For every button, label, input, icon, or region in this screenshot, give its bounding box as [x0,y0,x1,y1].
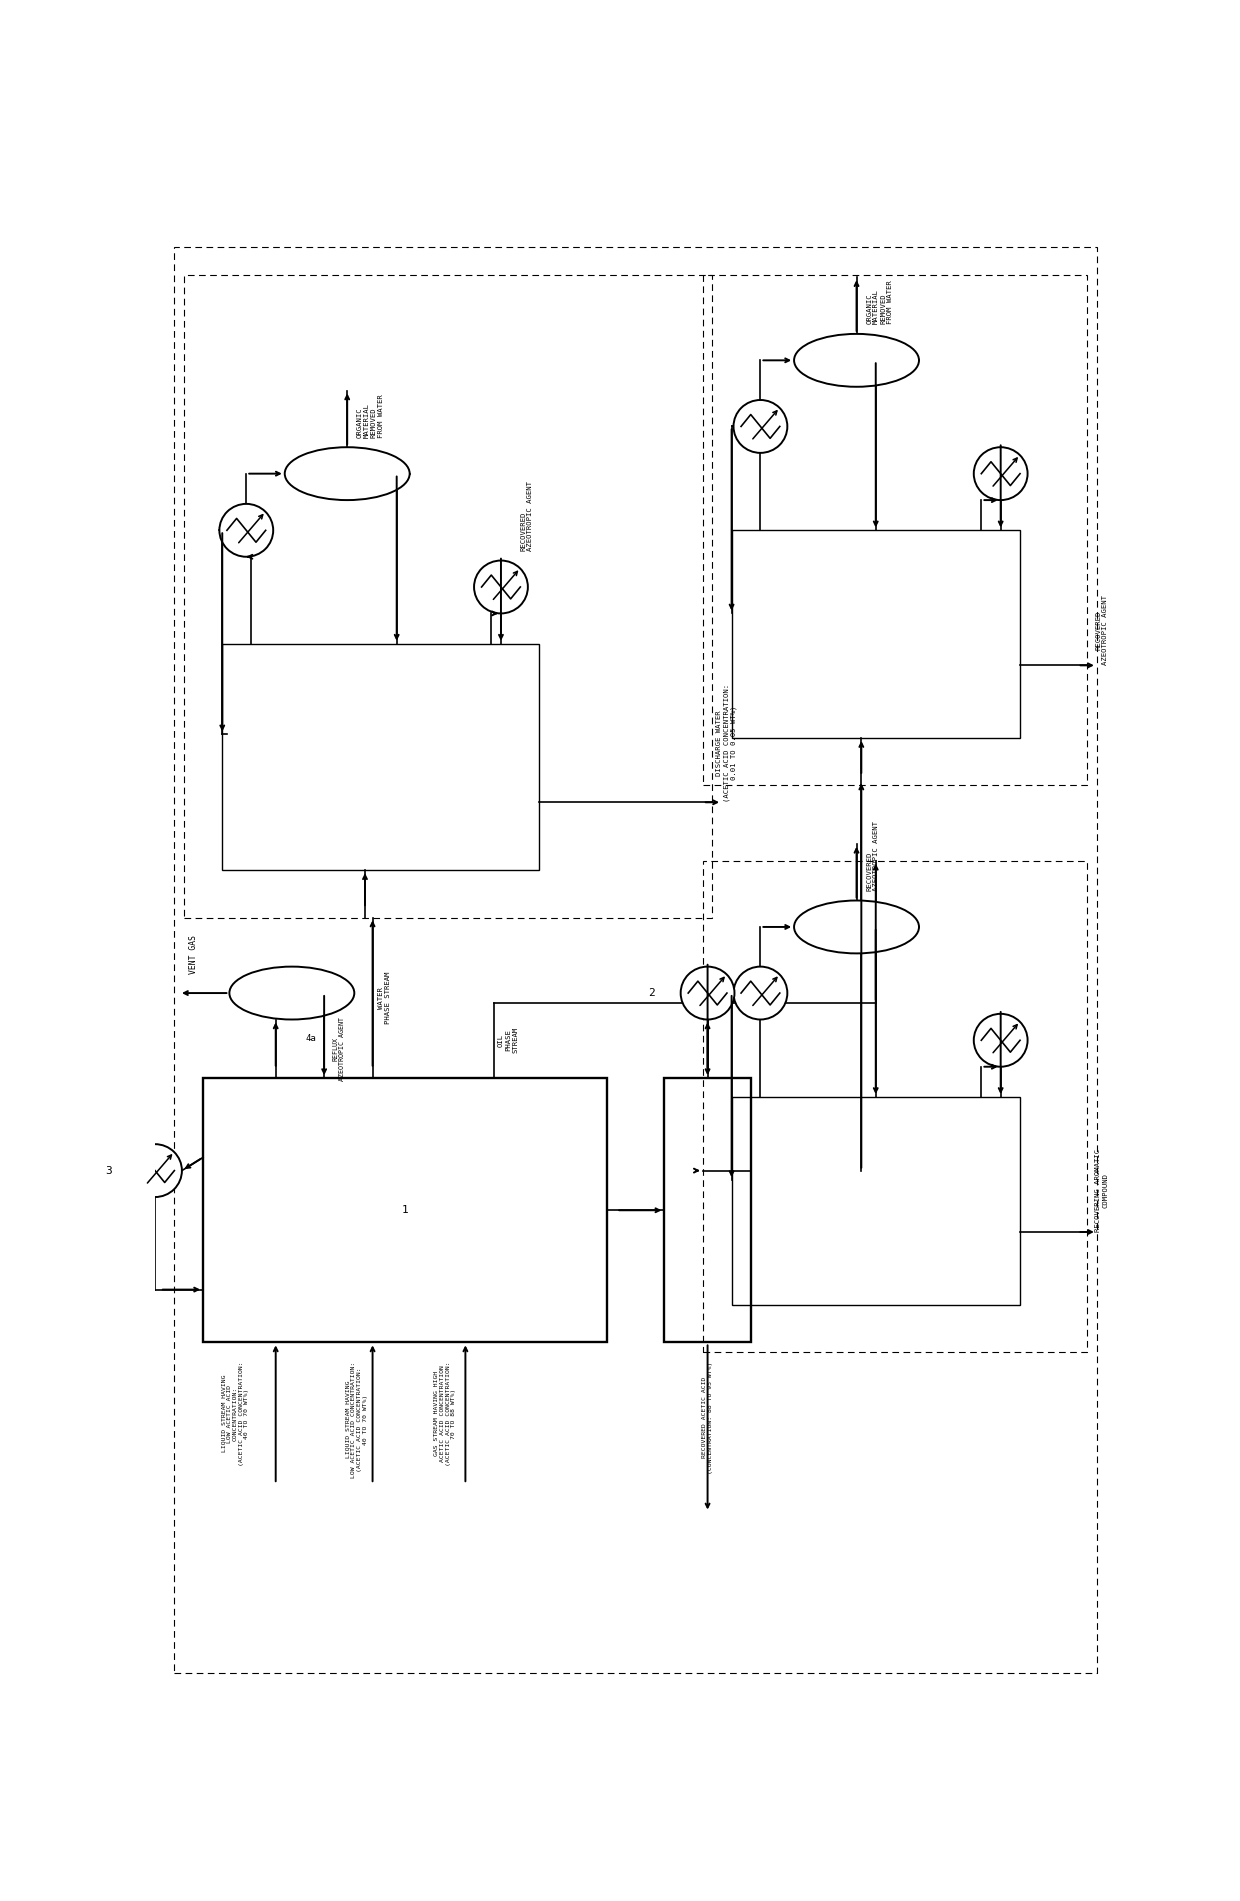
Bar [184,276,712,918]
Circle shape [219,504,273,557]
Circle shape [128,1144,182,1198]
Bar [732,530,1019,738]
Bar [203,1078,606,1342]
Ellipse shape [229,966,355,1019]
Circle shape [681,966,734,1019]
Text: LIQUID STREAM HAVING
LOW ACETIC ACID
CONCENTRATION:
(ACETIC ACID CONCENTRATION:
: LIQUID STREAM HAVING LOW ACETIC ACID CON… [221,1361,249,1466]
Circle shape [734,399,787,452]
Text: VENT GAS: VENT GAS [188,935,197,973]
Circle shape [734,966,787,1019]
Text: 3: 3 [105,1165,113,1175]
Circle shape [973,447,1028,500]
Text: REFLUX
AZEOTROPIC AGENT: REFLUX AZEOTROPIC AGENT [332,1017,345,1082]
Text: 2: 2 [649,989,655,998]
Text: OIL
PHASE
STREAM: OIL PHASE STREAM [498,1027,518,1053]
Text: WATER
PHASE STREAM: WATER PHASE STREAM [378,971,391,1025]
Text: ORGANIC
MATERIAL
REMOVED
FROM WATER: ORGANIC MATERIAL REMOVED FROM WATER [357,394,384,437]
Bar [703,276,1087,785]
Text: RECOVERED ACETIC ACID
(CONCENTRATION: 88 TO 95 WT%): RECOVERED ACETIC ACID (CONCENTRATION: 88… [702,1361,713,1473]
Text: DISCHARGE WATER
(ACETIC ACID CONCENTRATION:
0.01 TO 0.05 WT%): DISCHARGE WATER (ACETIC ACID CONCENTRATI… [717,684,738,802]
Bar [665,1078,750,1342]
Text: LIQUID STREAM HAVING
LOW ACETIC ACID CONCENTRATION:
(ACETIC ACID CONCENTRATION:
: LIQUID STREAM HAVING LOW ACETIC ACID CON… [345,1361,367,1477]
Text: ORGANIC
MATERIAL
REMOVED
FROM WATER: ORGANIC MATERIAL REMOVED FROM WATER [866,281,893,325]
Text: RECOVERED
AZEOTROPIC AGENT: RECOVERED AZEOTROPIC AGENT [521,481,533,551]
Bar [222,644,539,871]
Text: 1: 1 [402,1205,408,1215]
Text: RECOVERED
AZEOTROPIC AGENT: RECOVERED AZEOTROPIC AGENT [1095,595,1109,665]
Ellipse shape [794,335,919,386]
Ellipse shape [794,901,919,954]
Bar [703,861,1087,1352]
Text: RECOVERING AROMATIC
COMPOUND: RECOVERING AROMATIC COMPOUND [1095,1148,1109,1232]
Circle shape [973,1013,1028,1066]
Circle shape [474,561,528,614]
Text: GAS STREAM HAVING HIGH
ACETIC ACID CONCENTRATION
(ACETIC ACID CONCENTRATION:
70 : GAS STREAM HAVING HIGH ACETIC ACID CONCE… [434,1361,456,1466]
Text: RECOVERED
AZEOTROPIC AGENT: RECOVERED AZEOTROPIC AGENT [866,821,879,892]
Bar [732,1097,1019,1304]
Text: 4a: 4a [306,1034,316,1042]
Ellipse shape [285,447,409,500]
